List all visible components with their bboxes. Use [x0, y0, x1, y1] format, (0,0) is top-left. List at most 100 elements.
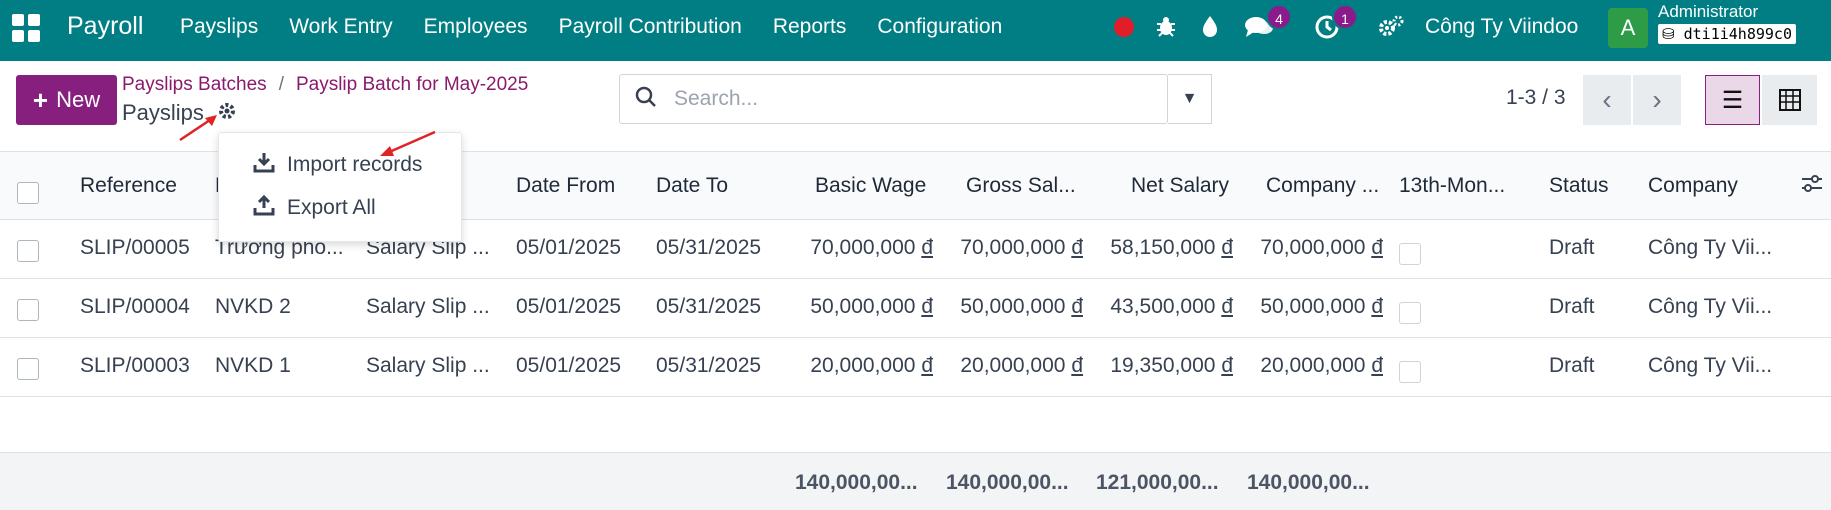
amount: 50,000,000	[810, 295, 916, 318]
search-options-toggle[interactable]: ▼	[1168, 74, 1212, 124]
col-company[interactable]: Company	[1648, 174, 1738, 197]
total-basic-wage: 140,000,00...	[795, 471, 918, 494]
record-indicator-icon[interactable]	[1114, 17, 1134, 37]
menu-payroll-contribution[interactable]: Payroll Contribution	[558, 15, 742, 38]
cell-company: Công Ty Vii...	[1648, 295, 1773, 318]
cell-status: Draft	[1549, 354, 1595, 377]
breadcrumb-payslip-batch[interactable]: Payslip Batch for May-2025	[295, 74, 529, 95]
cell-net-salary: 43,500,000 đ	[1090, 295, 1233, 319]
cell-status: Draft	[1549, 236, 1595, 259]
cell-net-salary: 58,150,000 đ	[1090, 236, 1233, 260]
table-row[interactable]: SLIP/00003 NVKD 1 Salary Slip ... 05/01/…	[0, 338, 1831, 397]
cell-basic-wage: 50,000,000 đ	[790, 295, 933, 319]
breadcrumb: Payslips Batches / Payslip Batch for May-2…	[122, 74, 528, 96]
cell-basic-wage: 20,000,000 đ	[790, 354, 933, 378]
currency-symbol: đ	[1071, 295, 1083, 318]
cell-13th-month-checkbox	[1399, 361, 1421, 383]
gear-dropdown-menu: Import records Export All	[218, 132, 462, 242]
amount: 70,000,000	[810, 236, 916, 259]
col-date-from[interactable]: Date From	[516, 174, 616, 197]
cell-date-from: 05/01/2025	[516, 236, 622, 259]
menu-reports[interactable]: Reports	[772, 15, 847, 38]
list-view-button[interactable]: ☰	[1705, 75, 1760, 125]
cell-gross-salary: 20,000,000 đ	[940, 354, 1083, 378]
breadcrumb-payslips-batches[interactable]: Payslips Batches	[122, 74, 267, 95]
row-checkbox[interactable]	[17, 358, 39, 380]
top-navbar: Payroll Payslips Work Entry Employees Pa…	[0, 0, 1831, 61]
cell-basic-wage: 70,000,000 đ	[790, 236, 933, 260]
currency-symbol: đ	[1071, 236, 1083, 259]
menu-configuration[interactable]: Configuration	[877, 15, 1003, 38]
pager-next-button[interactable]: ›	[1633, 75, 1681, 125]
import-records-menu-item[interactable]: Import records	[253, 151, 422, 179]
export-all-menu-item[interactable]: Export All	[253, 194, 376, 222]
list-icon: ☰	[1721, 86, 1744, 114]
currency-symbol: đ	[1371, 236, 1383, 259]
col-gross-salary[interactable]: Gross Sal...	[966, 174, 1076, 197]
company-switch-icon[interactable]	[1378, 14, 1406, 44]
cell-company: Công Ty Vii...	[1648, 354, 1773, 377]
chevron-right-icon: ›	[1652, 84, 1662, 115]
col-net-salary[interactable]: Net Salary	[1131, 174, 1230, 197]
menu-payslips[interactable]: Payslips	[180, 15, 259, 38]
amount: 20,000,000	[1260, 354, 1366, 377]
cell-date-from: 05/01/2025	[516, 354, 622, 377]
drop-icon[interactable]	[1200, 14, 1220, 44]
activities-badge: 1	[1332, 4, 1358, 30]
cell-structure: Salary Slip ...	[366, 295, 490, 318]
amount: 58,150,000	[1110, 236, 1216, 259]
amount: 50,000,000	[960, 295, 1066, 318]
cell-company-cost: 20,000,000 đ	[1240, 354, 1383, 378]
select-all-checkbox[interactable]	[17, 182, 39, 204]
upload-icon	[253, 194, 277, 222]
col-date-to[interactable]: Date To	[656, 174, 728, 197]
amount: 43,500,000	[1110, 295, 1216, 318]
database-name: dti1i4h899c0	[1683, 25, 1792, 43]
amount: 70,000,000	[960, 236, 1066, 259]
menu-work-entry[interactable]: Work Entry	[289, 15, 393, 38]
app-brand[interactable]: Payroll	[67, 12, 144, 40]
search-input[interactable]	[674, 85, 1074, 113]
pager-previous-button[interactable]: ‹	[1583, 75, 1631, 125]
cell-company-cost: 70,000,000 đ	[1240, 236, 1383, 260]
new-button[interactable]: + New	[16, 75, 117, 125]
pivot-view-button[interactable]	[1762, 75, 1817, 125]
cell-employee: NVKD 1	[215, 354, 291, 377]
amount: 20,000,000	[960, 354, 1066, 377]
main-menu: Payslips Work Entry Employees Payroll Co…	[180, 15, 1002, 39]
currency-symbol: đ	[1221, 236, 1233, 259]
row-checkbox[interactable]	[17, 299, 39, 321]
amount: 19,350,000	[1110, 354, 1216, 377]
user-name[interactable]: Administrator	[1658, 2, 1759, 21]
company-name[interactable]: Công Ty Viindoo	[1425, 15, 1579, 38]
user-avatar[interactable]: A	[1608, 8, 1648, 48]
row-checkbox[interactable]	[17, 240, 39, 262]
total-net-salary: 121,000,00...	[1096, 471, 1219, 494]
amount: 50,000,000	[1260, 295, 1366, 318]
currency-symbol: đ	[1071, 354, 1083, 377]
cell-company: Công Ty Vii...	[1648, 236, 1773, 259]
col-13th-month[interactable]: 13th-Mon...	[1399, 174, 1506, 197]
search-icon	[634, 85, 658, 116]
col-reference[interactable]: Reference	[80, 174, 177, 197]
amount: 70,000,000	[1260, 236, 1366, 259]
total-gross-salary: 140,000,00...	[946, 471, 1069, 494]
cell-date-to: 05/31/2025	[656, 354, 762, 377]
total-company-cost: 140,000,00...	[1247, 471, 1370, 494]
menu-employees[interactable]: Employees	[423, 15, 528, 38]
apps-menu-icon[interactable]	[12, 14, 40, 42]
pager-value[interactable]: 1-3 / 3	[1506, 86, 1566, 109]
table-row[interactable]: SLIP/00004 NVKD 2 Salary Slip ... 05/01/…	[0, 279, 1831, 338]
col-status[interactable]: Status	[1549, 174, 1609, 197]
import-records-label: Import records	[287, 153, 423, 176]
database-badge: ⛁ dti1i4h899c0	[1658, 24, 1796, 44]
col-basic-wage[interactable]: Basic Wage	[815, 174, 927, 197]
optional-columns-icon[interactable]	[1800, 174, 1824, 200]
cell-date-from: 05/01/2025	[516, 295, 622, 318]
cell-reference: SLIP/00003	[80, 354, 190, 377]
col-company-cost[interactable]: Company ...	[1266, 174, 1380, 197]
bug-icon[interactable]	[1154, 14, 1178, 44]
gear-icon[interactable]	[217, 101, 237, 127]
currency-symbol: đ	[921, 354, 933, 377]
cell-13th-month-checkbox	[1399, 243, 1421, 265]
